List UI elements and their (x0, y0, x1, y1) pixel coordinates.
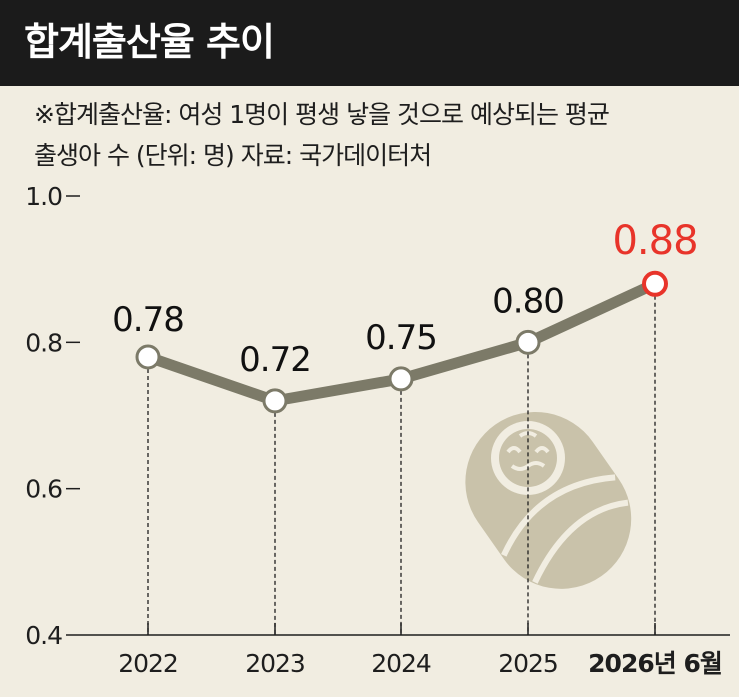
x-tick-label: 2022 (118, 649, 178, 678)
data-label: 0.75 (365, 318, 437, 358)
x-tick-label: 2024 (371, 649, 431, 678)
x-tick-label: 2026년 6월 (588, 649, 722, 678)
x-tick-label: 2025 (498, 649, 558, 678)
data-point (135, 344, 161, 370)
chart-title: 합계출산율 추이 (24, 20, 275, 64)
y-tick-label: 1.0 (25, 182, 62, 211)
data-point (642, 270, 668, 297)
x-tick-label: 2023 (245, 649, 305, 678)
data-label: 0.80 (492, 281, 564, 321)
unit-source-note: 출생아 수 (단위: 명) 자료: 국가데이터처 (34, 141, 432, 170)
data-point (388, 366, 414, 392)
y-tick-label: 0.4 (25, 621, 62, 650)
title-bar: 합계출산율 추이 (0, 0, 739, 86)
data-point (515, 329, 541, 355)
y-tick-label: 0.8 (25, 328, 62, 357)
data-label: 0.78 (112, 300, 184, 340)
swaddled-baby-icon (465, 411, 632, 589)
y-tick-label: 0.6 (25, 475, 62, 504)
data-point (262, 388, 288, 414)
data-label: 0.72 (239, 340, 311, 380)
definition-note: ※합계출산율: 여성 1명이 평생 낳을 것으로 예상되는 평균 (34, 100, 610, 129)
data-label: 0.88 (612, 218, 697, 264)
